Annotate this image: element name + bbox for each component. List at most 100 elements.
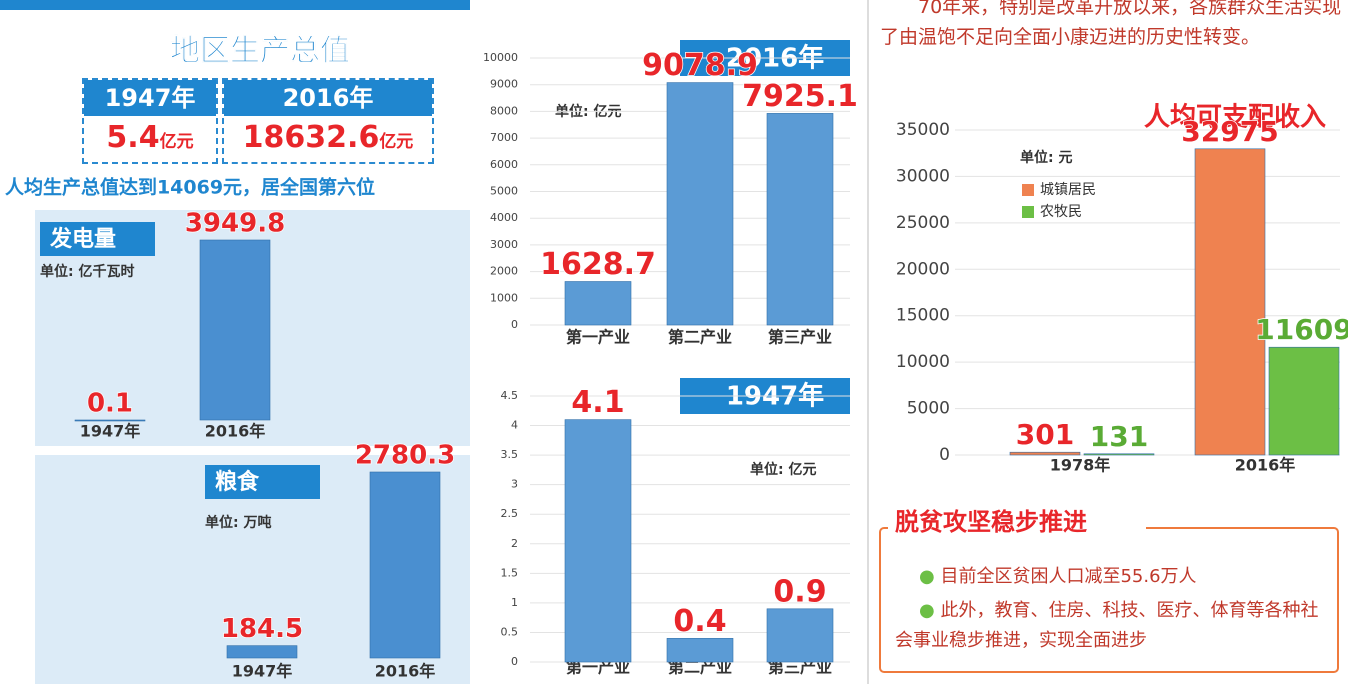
y-tick-label: 5000 (907, 399, 950, 419)
bar (564, 281, 632, 326)
y-tick-label: 25000 (896, 213, 950, 233)
bar (666, 82, 734, 326)
bar (226, 645, 298, 659)
poverty-item: ● 目前全区贫困人口减至55.6万人 (919, 566, 1197, 587)
income-title: 人均可支配收入 (1144, 103, 1326, 133)
value-label: 32975 (1181, 115, 1278, 148)
x-tick-label: 2016年 (375, 662, 436, 681)
x-tick-label: 1947年 (232, 662, 293, 681)
gdp-title: 地区生产总值 (170, 34, 350, 69)
value-label: 2780.3 (355, 441, 455, 471)
gdp-year: 1947年 (84, 80, 216, 116)
y-tick-label: 4 (511, 419, 518, 432)
title-tag (205, 465, 320, 499)
value-label: 9078.9 (642, 48, 758, 83)
bar (1268, 346, 1340, 456)
bar (564, 419, 632, 663)
bar (766, 113, 834, 326)
x-tick-label: 第三产业 (768, 328, 832, 347)
y-tick-label: 2000 (490, 265, 518, 278)
chart-title: 发电量 (49, 226, 116, 252)
y-tick-label: 0.5 (501, 625, 519, 638)
gdp-box: 2016年 18632.6亿元 (222, 78, 434, 164)
value-label: 131 (1090, 420, 1148, 453)
y-tick-label: 6000 (490, 158, 518, 171)
gdp-unit: 亿元 (159, 132, 194, 152)
y-tick-label: 35000 (896, 120, 950, 140)
y-tick-label: 10000 (896, 352, 950, 372)
bar (1083, 453, 1155, 456)
y-tick-label: 30000 (896, 166, 950, 186)
bar (199, 239, 271, 421)
gdp-number: 18632.6 (242, 120, 380, 155)
poverty-list: ● 目前全区贫困人口减至55.6万人 ● 此外，教育、住房、科技、医疗、体育等各… (895, 562, 1330, 656)
legend-label: 农牧民 (1040, 204, 1082, 220)
value-label: 11609 (1255, 313, 1348, 346)
y-tick-label: 2.5 (501, 507, 519, 520)
bar (1009, 451, 1081, 456)
x-tick-label: 1978年 (1050, 456, 1111, 475)
poverty-title-bg (888, 508, 1146, 538)
gdp-number: 5.4 (106, 120, 160, 155)
poverty-text: 目前全区贫困人口减至55.6万人 (940, 566, 1197, 587)
y-tick-label: 0 (939, 445, 950, 465)
bar (74, 419, 146, 422)
bar (766, 608, 834, 663)
legend-label: 城镇居民 (1040, 182, 1096, 198)
gdp-value: 18632.6亿元 (224, 116, 432, 164)
y-tick-label: 4.5 (501, 389, 519, 402)
unit-label: 单位: 亿元 (750, 461, 816, 478)
y-tick-label: 7000 (490, 131, 518, 144)
value-label: 3949.8 (185, 209, 285, 239)
gdp-box: 1947年 5.4亿元 (82, 78, 218, 164)
legend-swatch (1022, 206, 1034, 218)
y-tick-label: 3.5 (501, 448, 519, 461)
y-tick-label: 1.5 (501, 566, 519, 579)
poverty-title: 脱贫攻坚稳步推进 (895, 508, 1087, 536)
y-tick-label: 4000 (490, 211, 518, 224)
value-label: 0.4 (673, 604, 726, 639)
value-label: 184.5 (221, 614, 303, 644)
value-label: 0.9 (773, 574, 826, 609)
value-label: 1628.7 (540, 247, 656, 282)
x-tick-label: 第一产业 (566, 328, 630, 347)
y-tick-label: 0 (511, 318, 518, 331)
bar (1194, 148, 1266, 456)
unit-label: 单位: 元 (1020, 149, 1072, 166)
unit-label: 单位: 万吨 (205, 514, 271, 531)
gdp-unit: 亿元 (379, 132, 414, 152)
top-banner (0, 0, 470, 10)
x-tick-label: 第二产业 (668, 328, 732, 347)
x-tick-label: 2016年 (1235, 456, 1296, 475)
value-label: 4.1 (571, 385, 624, 420)
value-label: 301 (1016, 418, 1074, 451)
y-tick-label: 3000 (490, 238, 518, 251)
y-tick-label: 15000 (896, 306, 950, 326)
gdp-value: 5.4亿元 (84, 116, 216, 164)
y-tick-label: 0 (511, 655, 518, 668)
value-label: 7925.1 (742, 79, 858, 114)
x-tick-label: 2016年 (205, 422, 266, 441)
bar (369, 471, 441, 659)
gdp-note: 人均生产总值达到14069元，居全国第六位 (5, 176, 375, 199)
poverty-item: ● 此外，教育、住房、科技、医疗、体育等各种社会事业稳步推进，实现全面进步 (895, 600, 1319, 651)
y-tick-label: 9000 (490, 78, 518, 91)
y-tick-label: 1000 (490, 291, 518, 304)
y-tick-label: 10000 (483, 51, 518, 64)
x-tick-label: 1947年 (80, 422, 141, 441)
title-tag (40, 222, 155, 256)
bar (666, 638, 734, 663)
chart-title: 粮食 (215, 469, 260, 495)
legend-swatch (1022, 184, 1034, 196)
gdp-year: 2016年 (224, 80, 432, 116)
y-tick-label: 3 (511, 478, 518, 491)
poverty-text: 此外，教育、住房、科技、医疗、体育等各种社会事业稳步推进，实现全面进步 (895, 600, 1319, 651)
y-tick-label: 5000 (490, 185, 518, 198)
value-label: 0.1 (87, 388, 133, 418)
unit-label: 单位: 亿千瓦时 (40, 263, 134, 280)
y-tick-label: 1 (511, 596, 518, 609)
intro-text: 70年来，特别是改革开放以来，各族群众生活实现了由温饱不足向全面小康迈进的历史性… (880, 0, 1342, 48)
y-tick-label: 8000 (490, 104, 518, 117)
